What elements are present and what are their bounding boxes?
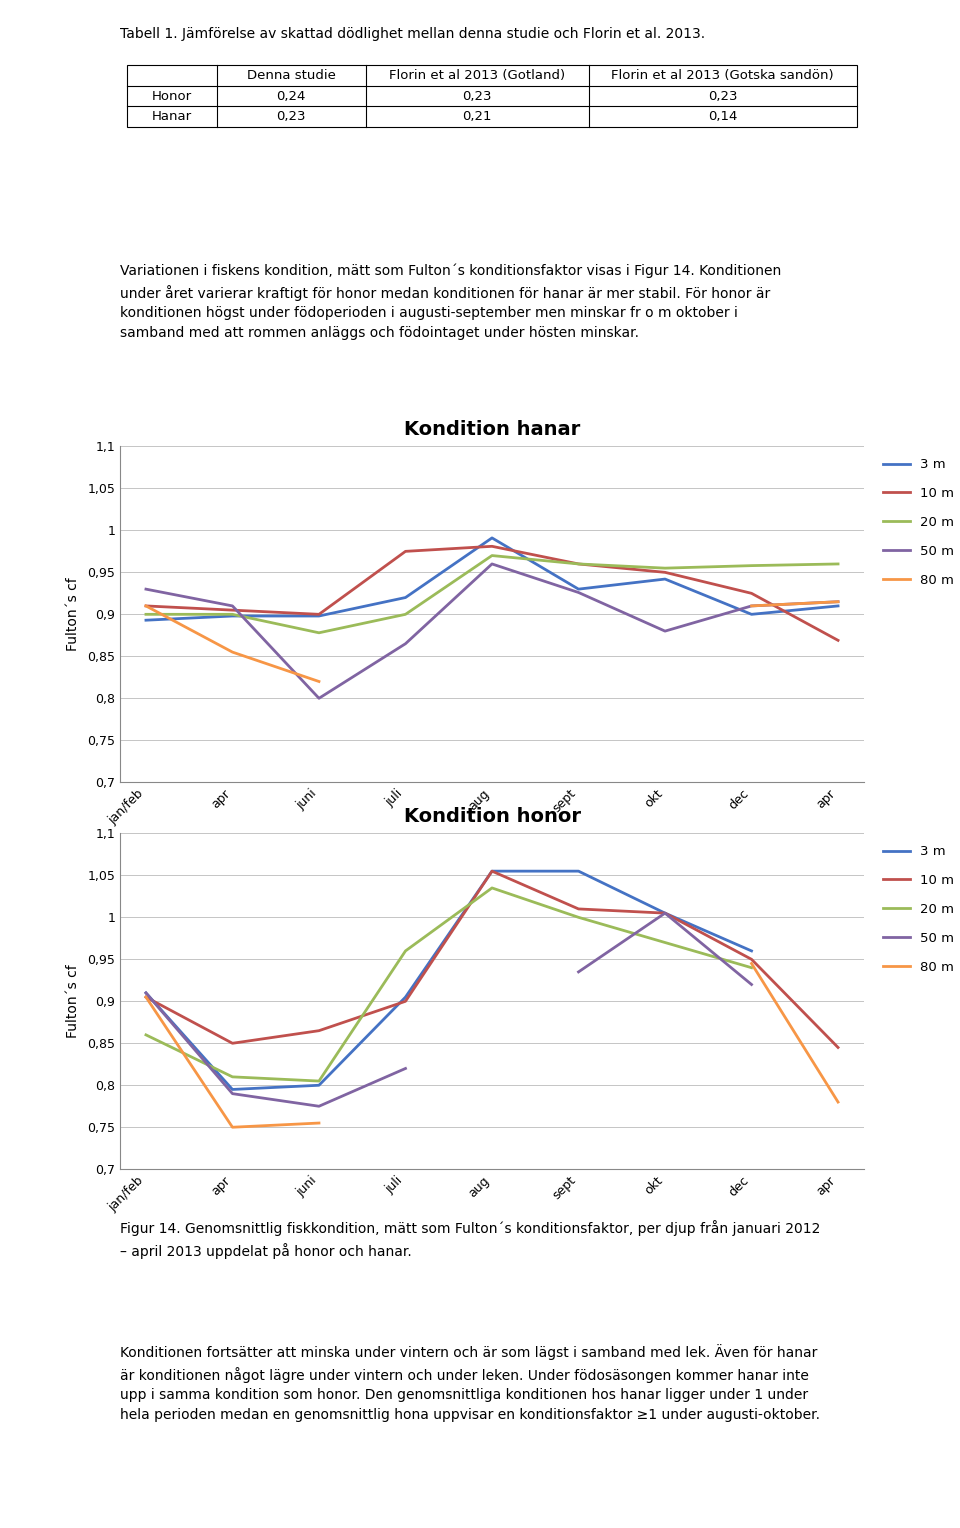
Text: 0,24: 0,24 bbox=[276, 90, 306, 102]
Y-axis label: Fulton´s cf: Fulton´s cf bbox=[66, 578, 81, 651]
Text: 0,23: 0,23 bbox=[276, 110, 306, 124]
Text: Hanar: Hanar bbox=[152, 110, 192, 124]
Text: Tabell 1. Jämförelse av skattad dödlighet mellan denna studie och Florin et al. : Tabell 1. Jämförelse av skattad dödlighe… bbox=[120, 26, 706, 41]
Text: 0,23: 0,23 bbox=[463, 90, 492, 102]
Legend: 3 m, 10 m, 20 m, 50 m, 80 m: 3 m, 10 m, 20 m, 50 m, 80 m bbox=[878, 452, 960, 591]
Text: Konditionen fortsätter att minska under vintern och är som lägst i samband med l: Konditionen fortsätter att minska under … bbox=[120, 1345, 820, 1423]
Text: Figur 14. Genomsnittlig fiskkondition, mätt som Fulton´s konditionsfaktor, per d: Figur 14. Genomsnittlig fiskkondition, m… bbox=[120, 1221, 821, 1259]
Text: Florin et al 2013 (Gotska sandön): Florin et al 2013 (Gotska sandön) bbox=[612, 69, 834, 81]
Title: Kondition hanar: Kondition hanar bbox=[404, 420, 580, 439]
Text: Florin et al 2013 (Gotland): Florin et al 2013 (Gotland) bbox=[389, 69, 565, 81]
Title: Kondition honor: Kondition honor bbox=[403, 807, 581, 827]
Text: 0,14: 0,14 bbox=[708, 110, 737, 124]
Text: Variationen i fiskens kondition, mätt som Fulton´s konditionsfaktor visas i Figu: Variationen i fiskens kondition, mätt so… bbox=[120, 264, 781, 339]
Legend: 3 m, 10 m, 20 m, 50 m, 80 m: 3 m, 10 m, 20 m, 50 m, 80 m bbox=[878, 840, 960, 979]
Text: 0,23: 0,23 bbox=[708, 90, 737, 102]
Y-axis label: Fulton´s cf: Fulton´s cf bbox=[66, 964, 81, 1038]
Bar bbox=[128, 64, 856, 127]
Text: 0,21: 0,21 bbox=[463, 110, 492, 124]
Text: Denna studie: Denna studie bbox=[247, 69, 336, 81]
Text: Honor: Honor bbox=[152, 90, 192, 102]
